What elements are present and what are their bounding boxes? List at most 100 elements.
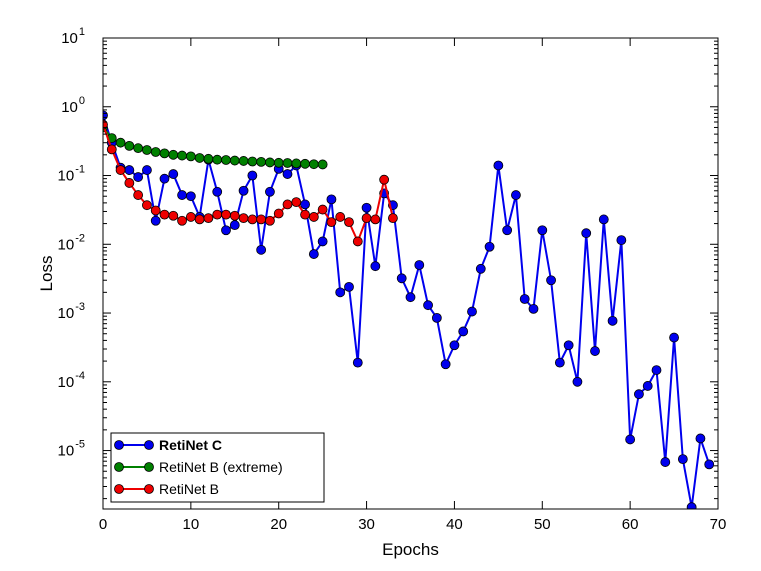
data-point: [352, 236, 363, 247]
data-point: [300, 158, 310, 169]
x-tick-label: 10: [183, 516, 200, 533]
data-point: [115, 165, 126, 175]
series-layer: [103, 110, 715, 509]
data-point: [150, 215, 161, 226]
data-point: [106, 144, 117, 155]
data-point: [247, 170, 258, 181]
data-point: [686, 502, 697, 509]
data-point: [142, 165, 152, 175]
data-point: [537, 225, 548, 236]
data-point: [282, 169, 293, 179]
data-point: [704, 459, 715, 470]
data-point: [194, 214, 205, 225]
data-point: [440, 359, 451, 370]
data-point: [229, 220, 240, 231]
data-point: [124, 140, 135, 151]
data-point: [361, 213, 372, 224]
data-point: [598, 214, 609, 225]
legend-label: RetiNet B: [159, 481, 219, 497]
data-point: [423, 300, 433, 311]
data-point: [344, 281, 354, 292]
data-point: [159, 209, 170, 220]
data-point: [282, 158, 293, 168]
data-point: [256, 214, 267, 225]
data-point: [238, 156, 249, 166]
y-tick-exponent: -2: [75, 232, 85, 244]
data-point: [238, 213, 249, 224]
legend: RetiNet C RetiNet B (extreme) RetiNet B: [110, 432, 325, 503]
data-point: [300, 199, 310, 210]
data-point: [669, 332, 679, 343]
data-point: [291, 158, 302, 169]
y-tick-label: 10-1: [58, 164, 85, 185]
x-tick-label: 40: [446, 516, 463, 533]
data-point: [335, 212, 346, 222]
data-point: [431, 312, 442, 323]
data-point: [247, 156, 258, 167]
data-point: [502, 225, 513, 236]
data-point: [124, 165, 135, 175]
x-tick-label: 70: [710, 516, 727, 533]
data-point: [396, 273, 407, 284]
data-point: [326, 194, 337, 205]
y-tick-exponent: 1: [79, 26, 85, 38]
series-retinet-c: [103, 110, 715, 509]
data-point: [229, 155, 240, 166]
data-point: [203, 153, 214, 164]
series-retinet-b: [103, 119, 398, 247]
data-point: [150, 147, 161, 157]
data-point: [493, 160, 504, 171]
legend-marker: [144, 440, 154, 450]
data-point: [177, 190, 187, 200]
legend-label: RetiNet B (extreme): [159, 459, 283, 475]
legend-label: RetiNet C: [159, 437, 222, 453]
data-point: [168, 210, 179, 221]
data-point: [660, 457, 671, 467]
data-point: [484, 241, 495, 252]
legend-marker: [114, 462, 124, 472]
y-tick-label: 100: [61, 95, 85, 116]
y-tick-exponent: -3: [75, 301, 85, 313]
data-point: [212, 186, 223, 197]
data-point: [150, 205, 161, 216]
data-point: [273, 208, 284, 219]
data-point: [467, 306, 477, 317]
data-point: [273, 157, 284, 168]
data-point: [185, 212, 196, 222]
data-point: [159, 148, 170, 159]
data-point: [475, 263, 486, 274]
data-point: [634, 389, 644, 400]
data-point: [344, 217, 354, 228]
legend-marker: [144, 462, 154, 472]
data-point: [185, 151, 196, 162]
data-point: [405, 292, 416, 303]
data-point: [159, 173, 170, 184]
data-point: [221, 209, 231, 220]
data-point: [449, 340, 460, 351]
data-point: [265, 186, 275, 197]
data-point: [317, 236, 328, 247]
data-point: [528, 303, 539, 314]
y-tick-label: 10-5: [58, 439, 85, 460]
data-point: [572, 376, 583, 387]
data-point: [546, 275, 556, 286]
x-tick-label: 30: [358, 516, 375, 533]
data-point: [133, 172, 144, 182]
data-point: [642, 381, 653, 391]
x-axis-title: Epochs: [382, 540, 439, 559]
data-point: [308, 159, 319, 170]
data-point: [221, 225, 231, 236]
data-point: [229, 210, 240, 221]
legend-marker: [114, 440, 124, 450]
data-point: [581, 228, 592, 239]
y-tick-label: 10-2: [58, 232, 85, 253]
data-point: [265, 215, 275, 226]
data-point: [256, 156, 267, 167]
y-tick-exponent: -1: [75, 164, 85, 176]
plot-frame: [102, 37, 719, 510]
data-point: [300, 209, 310, 220]
series-retinet-b-extreme: [103, 122, 328, 170]
data-point: [563, 340, 574, 351]
data-point: [291, 197, 302, 208]
data-point: [335, 287, 346, 298]
